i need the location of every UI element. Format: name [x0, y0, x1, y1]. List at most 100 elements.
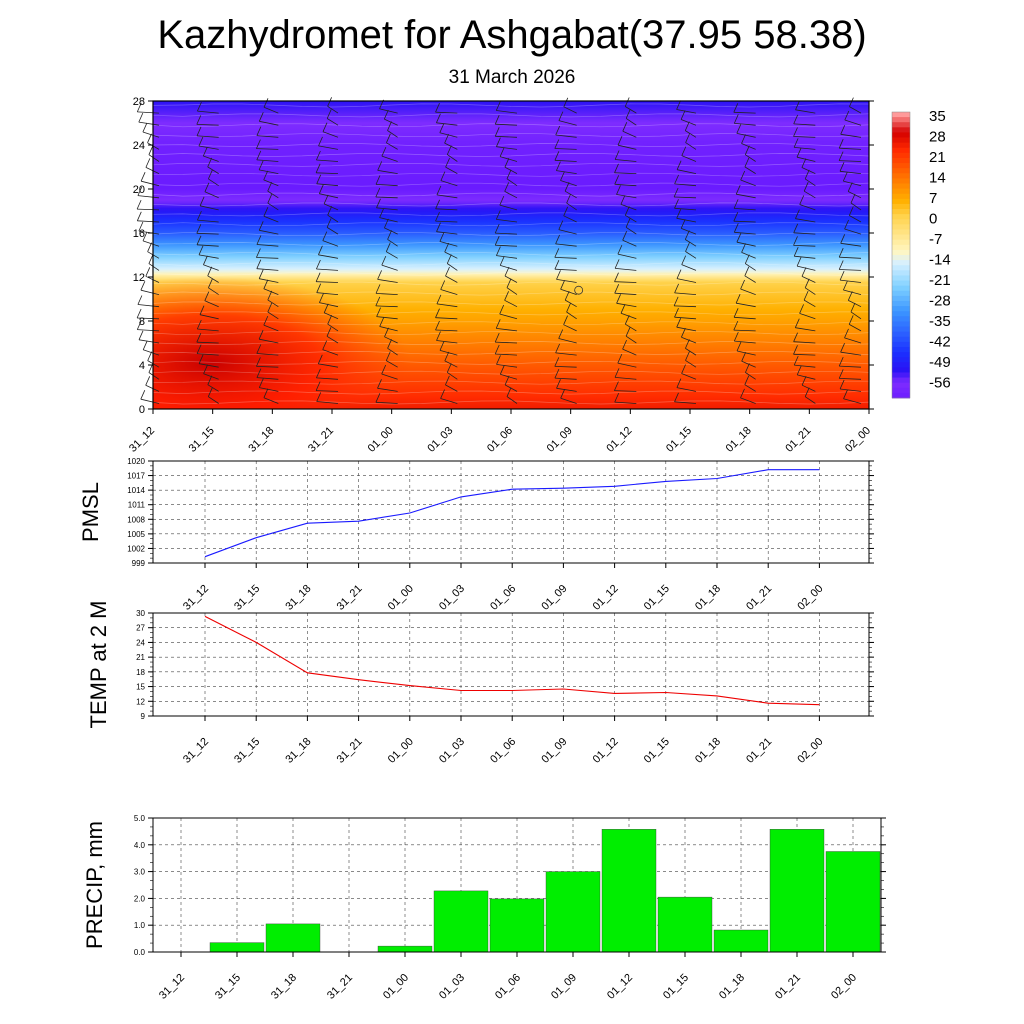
wind-barb-flag — [617, 136, 623, 146]
wind-barb-flag — [674, 174, 679, 185]
wind-barb-shaft — [322, 349, 339, 356]
colorbar-swatch — [892, 183, 910, 190]
colorbar-label: 7 — [929, 190, 937, 207]
wind-barb-flag — [564, 182, 570, 192]
x-tick-label: 31_21 — [325, 972, 355, 1002]
wind-barb-flag — [793, 345, 798, 355]
wind-barb-flag — [614, 175, 620, 185]
wind-barb-flag — [494, 236, 500, 246]
wind-barb-flag — [316, 368, 321, 379]
wind-barb-flag — [744, 266, 750, 276]
wind-barb-flag — [622, 122, 628, 132]
y-axis-label: PMSL — [78, 482, 103, 542]
wind-barb-flag — [148, 254, 154, 264]
wind-barb-shaft — [794, 255, 816, 259]
wind-barb-shaft — [556, 387, 577, 392]
x-tick-label: 01_21 — [744, 583, 774, 613]
wind-barb-flag — [560, 171, 565, 181]
wind-barb-flag — [258, 112, 264, 122]
wind-barb-shaft — [734, 123, 756, 126]
wind-barb-flag — [804, 387, 810, 397]
wind-barb-shaft — [616, 194, 637, 199]
wind-barb-flag — [685, 339, 690, 349]
wind-barb-shaft — [685, 360, 697, 368]
wind-barb-shaft — [375, 401, 398, 404]
wind-barb-shaft — [267, 190, 279, 199]
contour-line — [152, 212, 870, 217]
wind-barb-shaft — [843, 289, 862, 295]
wind-barb-shaft — [804, 287, 816, 295]
wind-barb-flag — [563, 315, 568, 325]
wind-barb-shaft — [440, 289, 458, 295]
colorbar-label: -28 — [929, 293, 951, 310]
wind-barb-flag — [554, 357, 560, 367]
wind-barb-shaft — [316, 377, 339, 380]
wind-barb-flag — [622, 231, 628, 241]
wind-barb-flag — [616, 185, 621, 195]
x-tick-label: 01_00 — [381, 972, 411, 1002]
x-tick-label: 02_00 — [843, 425, 873, 455]
wind-barb-shaft — [148, 263, 160, 271]
wind-barb-flag — [506, 278, 512, 288]
wind-barb-shaft — [496, 255, 518, 259]
wind-barb-shaft — [436, 194, 458, 199]
colorbar-swatch — [892, 331, 910, 338]
wind-barb-shaft — [259, 120, 279, 126]
y-tick-label: 3.0 — [134, 868, 146, 877]
wind-barb-shaft — [793, 232, 816, 235]
wind-barb-flag — [614, 381, 619, 391]
y-tick-label: 999 — [132, 559, 146, 568]
wind-barb-shaft — [256, 353, 279, 356]
wind-barb-shaft — [377, 279, 398, 283]
wind-barb-flag — [839, 379, 845, 390]
wind-barb-shaft — [839, 269, 862, 271]
wind-barb-flag — [315, 163, 321, 173]
wind-barb-flag — [147, 242, 152, 252]
wind-barb-flag — [733, 331, 739, 342]
wind-barb-flag — [379, 208, 384, 218]
x-tick-label: 01_21 — [773, 972, 803, 1002]
colorbar-swatch — [892, 372, 910, 378]
wind-barb-shaft — [844, 119, 862, 126]
wind-barb-flag — [741, 243, 746, 253]
wind-barb-flag — [680, 219, 686, 229]
wind-barb-shaft — [804, 396, 816, 404]
wind-barb-flag — [197, 210, 202, 221]
contour-line — [152, 172, 870, 177]
wind-barb-shaft — [840, 242, 862, 247]
wind-barb-shaft — [327, 105, 339, 114]
wind-barb-flag — [444, 351, 450, 362]
colorbar-swatch — [892, 316, 910, 322]
colorbar-swatch — [892, 209, 910, 215]
wind-barb-shaft — [804, 178, 816, 187]
wind-barb-flag — [381, 255, 387, 266]
contour-line — [152, 311, 869, 316]
wind-barb-flag — [614, 259, 620, 269]
colorbar-swatch — [892, 214, 910, 220]
wind-barb-flag — [617, 244, 623, 255]
wind-barb-shaft — [439, 350, 458, 356]
wind-barb-flag — [624, 206, 630, 216]
wind-barb-shaft — [795, 218, 816, 223]
wind-barb-shaft — [204, 191, 219, 199]
wind-barb-shaft — [797, 265, 816, 271]
wind-barb-shaft — [625, 323, 637, 332]
wind-barb-shaft — [617, 362, 637, 368]
wind-barb-shaft — [256, 244, 279, 247]
wind-barb-shaft — [137, 111, 160, 114]
wind-barb-flag — [499, 365, 505, 375]
wind-barb-shaft — [681, 373, 697, 380]
wind-barb-shaft — [803, 190, 816, 199]
wind-barb-flag — [258, 378, 264, 388]
wind-barb-flag — [614, 392, 620, 403]
wind-barb-flag — [142, 231, 148, 242]
wind-barb-shaft — [614, 390, 637, 392]
wind-barb-flag — [494, 115, 500, 125]
contour-line — [152, 113, 870, 118]
wind-barb-flag — [256, 126, 262, 136]
wind-barb-shaft — [625, 226, 637, 235]
wind-barb-shaft — [555, 243, 577, 247]
contour-line — [152, 103, 870, 108]
x-tick-label: 31_12 — [181, 736, 211, 766]
wind-barb-shaft — [259, 338, 279, 344]
